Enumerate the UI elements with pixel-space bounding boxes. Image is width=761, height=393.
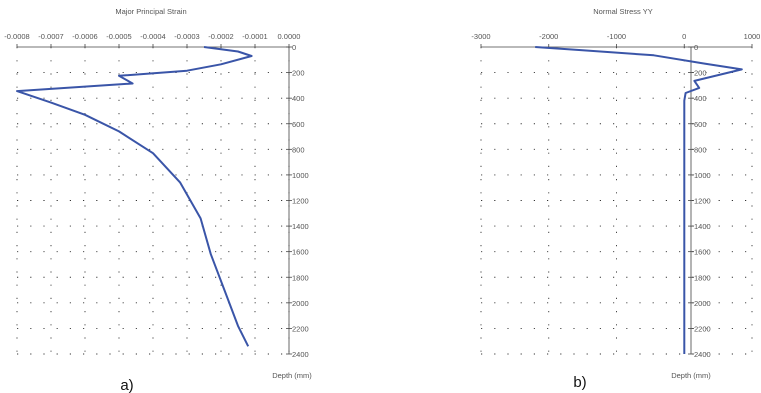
chart-a-y-tick-label: 2400 [292, 350, 309, 359]
chart-a-x-tick-label: -0.0004 [140, 32, 165, 41]
chart-a-grid [16, 47, 290, 355]
chart-a-y-tick-label: 200 [292, 69, 305, 78]
chart-b-y-tick-label: 800 [694, 145, 707, 154]
chart-a-y-tick-label: 1400 [292, 222, 309, 231]
chart-a-y-axis-title: Depth (mm) [272, 371, 312, 380]
chart-a-x-tick-label: 0.0000 [278, 32, 301, 41]
chart-a-y-tick-label: 1600 [292, 248, 309, 257]
chart-b-y-axis-title: Depth (mm) [671, 371, 711, 380]
chart-b-y-tick-label: 1000 [694, 171, 711, 180]
chart-a-title: Major Principal Strain [115, 7, 186, 16]
chart-b-y-tick-label: 2000 [694, 299, 711, 308]
chart-b-y-tick-label: 400 [694, 94, 707, 103]
chart-a-x-tick-label: -0.0001 [242, 32, 267, 41]
chart-a: Major Principal Strain -0.0008 -0.0007 -0.… [4, 7, 312, 393]
chart-a-x-tick-label: -0.0008 [4, 32, 29, 41]
chart-a-y-tick-label: 1000 [292, 171, 309, 180]
chart-b-caption: b) [573, 374, 586, 391]
chart-a-x-tick-label: -0.0003 [174, 32, 199, 41]
chart-a-y-ticks: 0 200 400 600 800 1000 1200 1400 1600 1800 2000 220… [286, 43, 309, 359]
chart-b-x-tick-label: -2000 [539, 32, 558, 41]
chart-b-title: Normal Stress YY [593, 7, 652, 16]
chart-a-y-tick-label: 1800 [292, 273, 309, 282]
chart-a-y-tick-label: 2200 [292, 324, 309, 333]
chart-b-y-tick-label: 1400 [694, 222, 711, 231]
chart-b-y-tick-label: 1800 [694, 273, 711, 282]
chart-b-y-tick-label: 1600 [694, 248, 711, 257]
chart-a-y-tick-label: 600 [292, 120, 305, 129]
chart-a-y-tick-label: 2000 [292, 299, 309, 308]
chart-b-y-tick-label: 2200 [694, 324, 711, 333]
chart-b: Normal Stress YY -3000 -2000 -1000 0 1000 0 2… [471, 7, 760, 391]
chart-b-y-tick-label: 2400 [694, 350, 711, 359]
chart-a-y-tick-label: 1200 [292, 197, 309, 206]
chart-b-x-tick-label: 0 [682, 32, 686, 41]
chart-b-y-tick-label: 1200 [694, 197, 711, 206]
chart-b-y-tick-label: 200 [694, 69, 707, 78]
chart-a-y-tick-label: 800 [292, 145, 305, 154]
chart-a-x-tick-label: -0.0006 [72, 32, 97, 41]
chart-b-x-ticks: -3000 -2000 -1000 0 1000 [471, 32, 760, 47]
chart-b-x-tick-label: 1000 [744, 32, 761, 41]
chart-b-y-ticks: 0 200 400 600 800 1000 1200 1400 1600 1800 2000 220… [688, 43, 711, 359]
chart-a-x-tick-label: -0.0002 [208, 32, 233, 41]
chart-a-x-ticks: -0.0008 -0.0007 -0.0006 -0.0005 -0.0004 -0.00… [4, 32, 300, 47]
chart-a-x-tick-label: -0.0005 [106, 32, 131, 41]
chart-b-y-tick-label: 0 [694, 43, 698, 52]
chart-a-x-tick-label: -0.0007 [38, 32, 63, 41]
chart-b-y-tick-label: 600 [694, 120, 707, 129]
chart-a-y-tick-label: 400 [292, 94, 305, 103]
chart-b-x-tick-label: -3000 [471, 32, 490, 41]
chart-b-grid [480, 47, 753, 355]
chart-b-series-line [535, 46, 743, 354]
chart-a-y-tick-label: 0 [292, 43, 296, 52]
chart-b-x-tick-label: -1000 [607, 32, 626, 41]
chart-a-series-line [16, 46, 253, 347]
chart-a-caption: a) [120, 377, 133, 393]
